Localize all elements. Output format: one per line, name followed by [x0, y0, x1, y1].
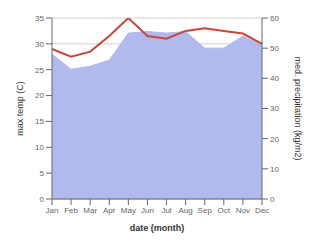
svg-text:med. precipitation (kg/m2): med. precipitation (kg/m2)	[293, 56, 303, 160]
svg-text:40: 40	[270, 74, 279, 83]
svg-text:0: 0	[270, 195, 275, 204]
svg-text:10: 10	[35, 143, 44, 152]
svg-text:Dec: Dec	[255, 206, 269, 215]
svg-text:Aug: Aug	[179, 206, 193, 215]
svg-text:60: 60	[270, 14, 279, 23]
svg-text:50: 50	[270, 44, 279, 53]
svg-text:Sep: Sep	[198, 206, 213, 215]
svg-text:0: 0	[40, 195, 45, 204]
svg-text:5: 5	[40, 169, 45, 178]
svg-text:20: 20	[35, 91, 44, 100]
svg-text:max temp (C): max temp (C)	[15, 81, 25, 136]
svg-text:Oct: Oct	[218, 206, 231, 215]
svg-text:35: 35	[35, 14, 44, 23]
svg-text:Feb: Feb	[64, 206, 78, 215]
svg-text:Jan: Jan	[46, 206, 59, 215]
svg-text:30: 30	[35, 40, 44, 49]
svg-text:25: 25	[35, 66, 44, 75]
svg-text:Jun: Jun	[141, 206, 154, 215]
svg-text:Nov: Nov	[236, 206, 250, 215]
svg-text:15: 15	[35, 117, 44, 126]
svg-text:date (month): date (month)	[130, 223, 185, 233]
svg-text:10: 10	[270, 165, 279, 174]
svg-text:Jul: Jul	[161, 206, 171, 215]
svg-text:20: 20	[270, 135, 279, 144]
svg-text:Apr: Apr	[103, 206, 116, 215]
svg-text:30: 30	[270, 104, 279, 113]
svg-text:Mar: Mar	[83, 206, 97, 215]
svg-text:May: May	[121, 206, 136, 215]
